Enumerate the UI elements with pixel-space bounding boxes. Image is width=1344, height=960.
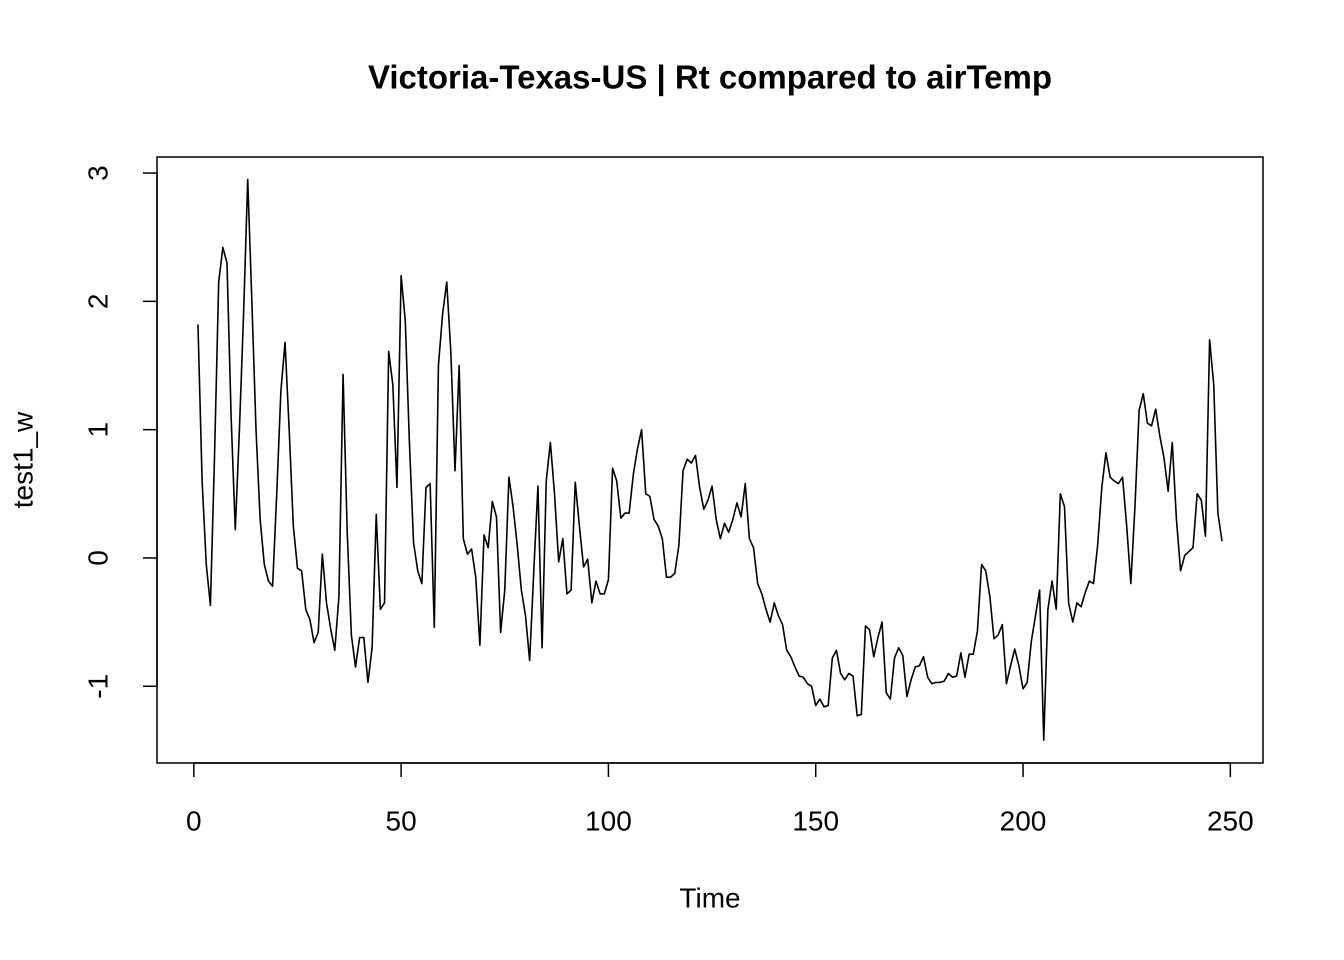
y-tick-label: 0 — [82, 550, 113, 566]
y-tick-label: 1 — [82, 422, 113, 438]
x-tick-label: 150 — [792, 805, 839, 836]
x-tick-label: 200 — [1000, 805, 1047, 836]
x-tick-label: 100 — [585, 805, 632, 836]
x-tick-label: 250 — [1207, 805, 1254, 836]
x-tick-label: 0 — [186, 805, 202, 836]
x-axis-label: Time — [679, 882, 740, 913]
y-tick-label: 3 — [82, 165, 113, 181]
chart-title: Victoria-Texas-US | Rt compared to airTe… — [368, 59, 1052, 96]
y-axis-label: test1_w — [7, 411, 38, 508]
y-tick-label: 2 — [82, 294, 113, 310]
x-tick-label: 50 — [386, 805, 417, 836]
series-line — [197, 178, 1223, 741]
y-tick-label: -1 — [82, 674, 113, 699]
